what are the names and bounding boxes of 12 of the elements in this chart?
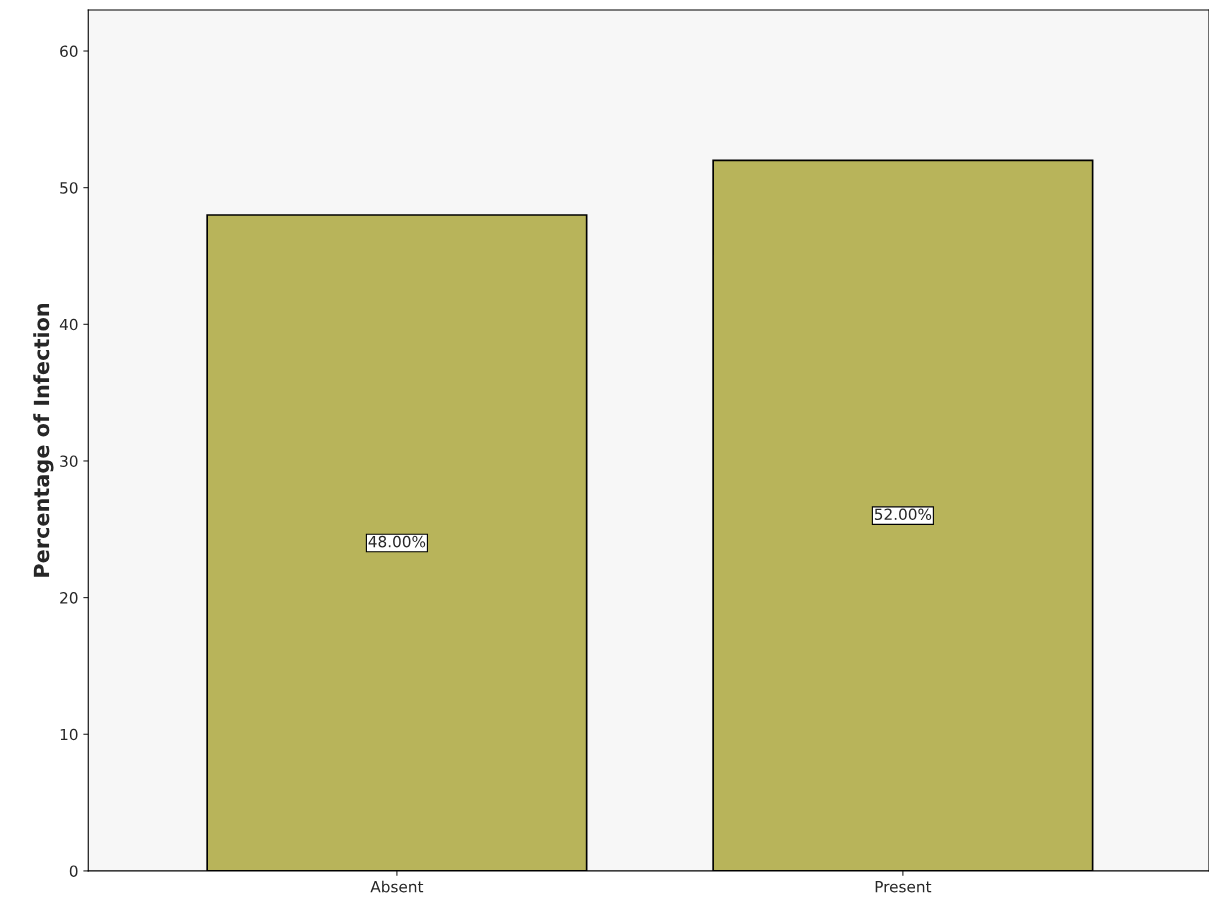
y-tick-label: 30: [60, 455, 78, 467]
data-label: 52.00%: [874, 508, 932, 521]
y-tick-label: 10: [60, 728, 78, 741]
data-label: 48.00%: [368, 535, 426, 548]
y-tick-label: 20: [60, 592, 78, 604]
x-tick-label: Present: [875, 881, 932, 893]
y-tick-label: 50: [60, 182, 78, 194]
y-tick-label: 0: [69, 865, 78, 877]
x-tick-label: Absent: [370, 880, 424, 893]
y-axis-title: Percentage of Infection: [33, 303, 54, 577]
y-tick-label: 60: [60, 45, 78, 58]
y-tick-label: 40: [59, 318, 78, 331]
